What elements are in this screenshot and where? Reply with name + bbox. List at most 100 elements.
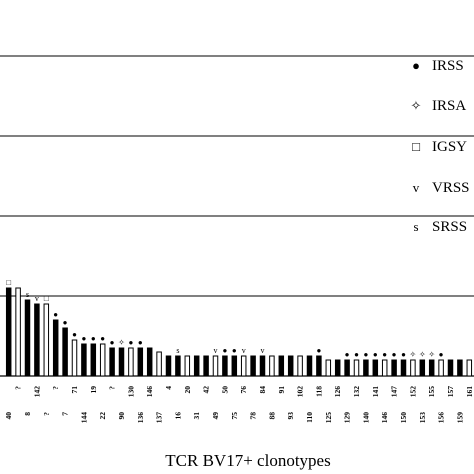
bar-marker: ● — [63, 318, 68, 327]
bar-marker: ● — [222, 346, 227, 355]
bar-marker: v — [35, 294, 39, 303]
legend-label: IGSY — [432, 139, 467, 155]
x-tick-label: 147 — [390, 386, 399, 398]
x-tick-label: 90 — [117, 412, 126, 420]
x-tick-label: ? — [51, 386, 60, 390]
x-tick-label: 22 — [98, 412, 107, 420]
bar-marker: s — [26, 290, 29, 299]
bar — [240, 355, 247, 377]
bar-marker: □ — [6, 278, 11, 287]
bar — [250, 355, 256, 377]
bar-marker: v — [242, 346, 246, 355]
bar-marker: ● — [91, 334, 96, 343]
x-tick-label: 146 — [380, 412, 389, 424]
x-tick-label: 102 — [296, 386, 305, 398]
bar — [447, 359, 454, 377]
legend-label: VRSS — [432, 180, 470, 196]
bar — [419, 359, 426, 377]
bar — [259, 355, 266, 377]
bar — [90, 343, 97, 377]
bar — [99, 343, 106, 377]
bar — [334, 359, 341, 377]
x-tick-label: 93 — [286, 412, 295, 420]
bar-marker: ● — [354, 350, 359, 359]
bar-marker: ✧ — [118, 338, 125, 347]
bar — [372, 359, 379, 377]
x-tick-label: 19 — [89, 386, 98, 394]
x-tick-label: 159 — [455, 412, 464, 424]
x-tick-label: 156 — [437, 412, 446, 424]
bar — [381, 359, 388, 377]
bar — [344, 359, 350, 377]
bar — [466, 359, 473, 377]
x-tick-label: ? — [14, 386, 23, 390]
x-tick-label: 118 — [314, 386, 323, 397]
x-tick-label: 161 — [465, 386, 474, 398]
x-tick-label: 49 — [211, 412, 220, 420]
x-tick-label: 16 — [173, 412, 182, 420]
bar — [165, 355, 172, 377]
bar-markers: □s v □●●● ● ● ● ● ✧ ● ●s v ● ● v v ● ● ● ● ● ● ● ● ✧ ✧ ✧ ● — [6, 278, 443, 359]
bar-marker: ● — [138, 338, 143, 347]
bar — [391, 359, 397, 377]
x-tick-label: 42 — [202, 386, 211, 394]
bar-marker: ● — [392, 350, 397, 359]
x-tick-label: 136 — [136, 412, 145, 424]
bar-marker: ✧ — [410, 350, 417, 359]
bar — [231, 355, 238, 377]
gridlines — [0, 55, 474, 377]
x-tick-label: 150 — [399, 412, 408, 424]
bar — [52, 319, 59, 377]
bar-marker: ● — [53, 310, 58, 319]
bar — [193, 355, 200, 377]
x-tick-label: 20 — [183, 386, 192, 394]
x-tick-labels: 40? 8 142?? 7 71 144 19 22? 90 130 136 146 137 4 16 20 3… — [4, 386, 474, 424]
bar — [156, 351, 162, 377]
bar-marker: ● — [439, 350, 444, 359]
x-tick-label: 50 — [220, 386, 229, 394]
bar — [71, 339, 78, 377]
bar — [410, 359, 416, 377]
bar-marker: ● — [81, 334, 86, 343]
x-tick-label: 126 — [333, 386, 342, 398]
bar — [15, 287, 21, 377]
bar — [325, 359, 332, 377]
bar — [146, 347, 153, 377]
bar — [184, 355, 191, 377]
x-tick-label: 91 — [277, 386, 286, 394]
bar — [278, 355, 285, 377]
legend-label: IRSA — [432, 98, 466, 114]
x-tick-label: 31 — [192, 412, 201, 420]
x-tick-label: 153 — [418, 412, 427, 424]
bar — [287, 355, 294, 377]
bar — [62, 327, 68, 377]
x-tick-label: 8 — [23, 412, 32, 416]
x-tick-label: 137 — [155, 412, 164, 424]
x-tick-label: 7 — [61, 412, 70, 416]
bar-marker: □ — [44, 294, 49, 303]
bar — [212, 355, 219, 377]
bar-marker: ● — [232, 346, 237, 355]
bar — [400, 359, 407, 377]
bar-marker: ● — [345, 350, 350, 359]
bar — [175, 355, 181, 377]
x-tick-label: 76 — [239, 386, 248, 394]
x-tick-label: ? — [108, 386, 117, 390]
legend-marker: □ — [412, 139, 420, 154]
x-axis-label: TCR BV17+ clonotypes — [165, 451, 330, 470]
bar-marker: ● — [363, 350, 368, 359]
bar-marker: ● — [373, 350, 378, 359]
bar — [137, 347, 144, 377]
legend-label: SRSS — [432, 219, 467, 235]
bar — [109, 347, 115, 377]
bar-marker: ● — [100, 334, 105, 343]
bar — [203, 355, 209, 377]
legend-marker: ✧ — [411, 98, 422, 113]
x-tick-label: 125 — [324, 412, 333, 424]
legend-marker: s — [413, 219, 418, 234]
bar — [297, 355, 303, 377]
x-tick-label: 129 — [343, 412, 352, 424]
x-tick-label: 130 — [126, 386, 135, 398]
bar — [5, 287, 12, 377]
